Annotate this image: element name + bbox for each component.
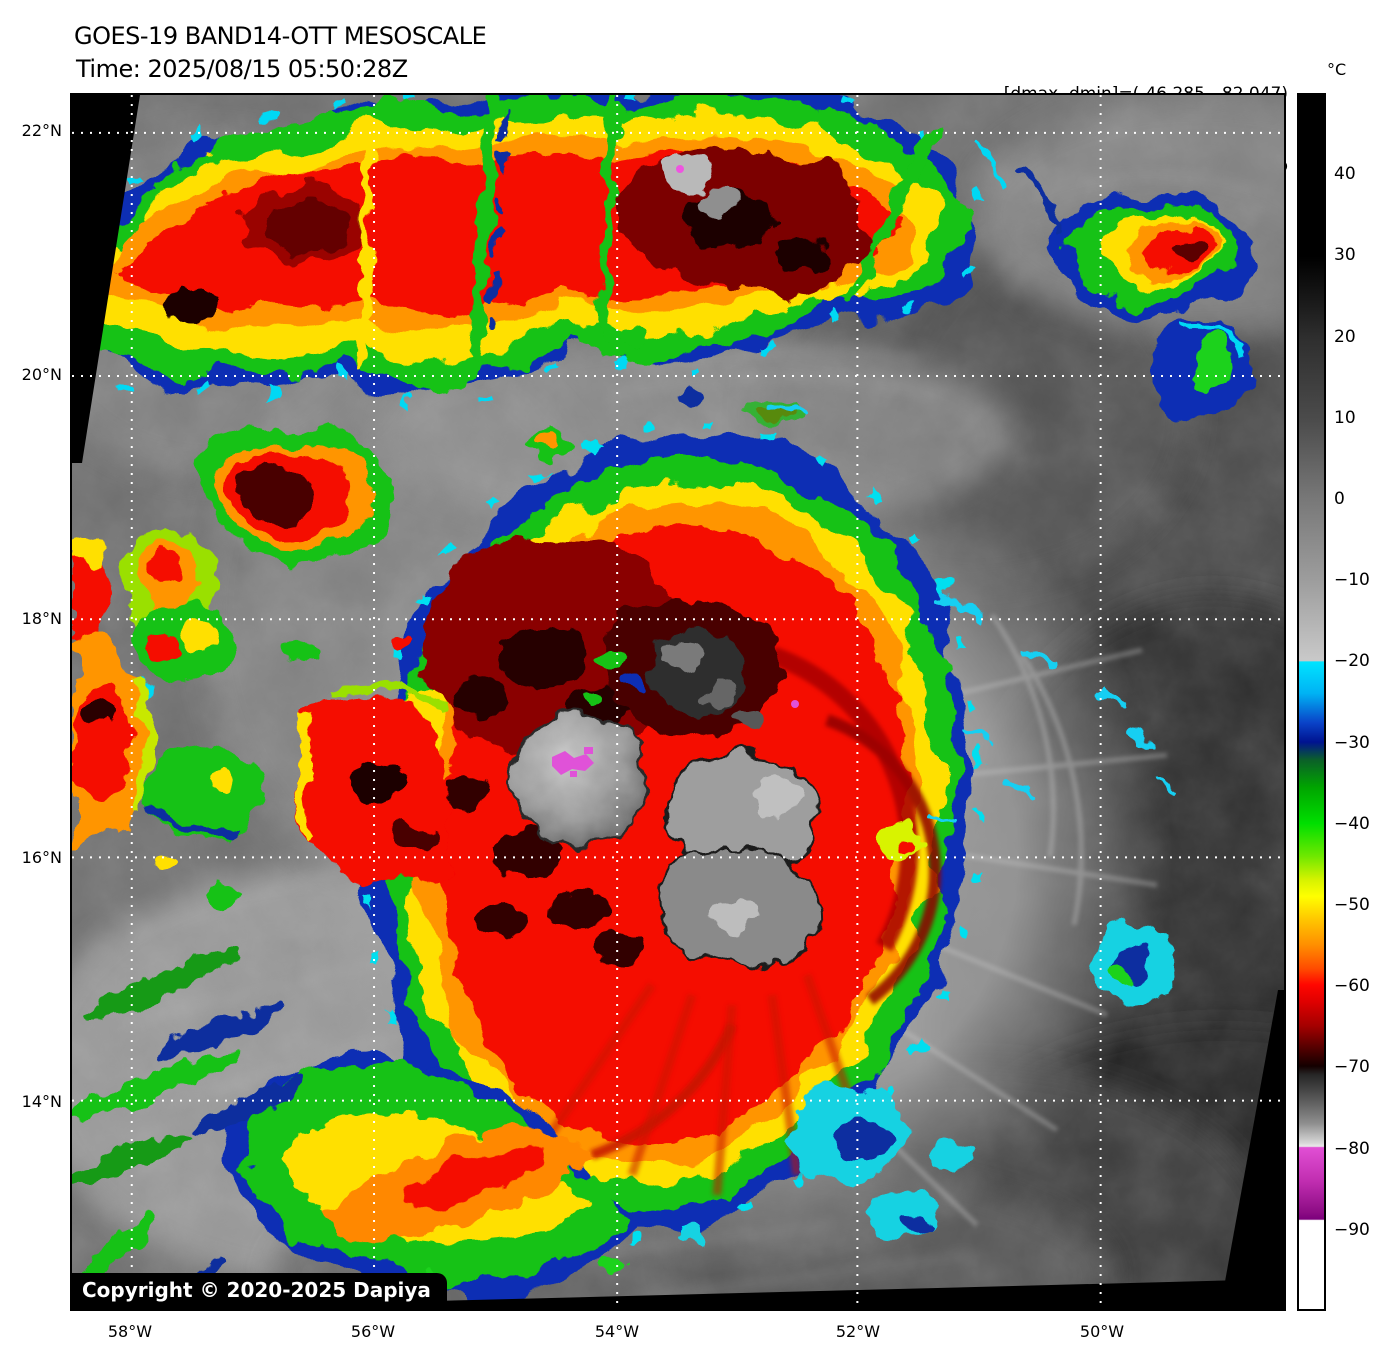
coldest-pixel-magenta-speckles: [552, 700, 799, 777]
eastern-cyan-flecks: [769, 400, 1179, 1008]
northeast-cell: [975, 138, 1255, 419]
lat-tick-label: 20°N: [21, 364, 62, 384]
timestamp: Time: 2025/08/15 05:50:28Z: [76, 55, 408, 83]
colorbar-tick-label: −70: [1334, 1057, 1370, 1078]
colorbar-tick-label: 20: [1334, 326, 1356, 347]
colorbar-tick-label: −50: [1334, 895, 1370, 915]
lat-tick-label: 16°N: [21, 847, 62, 867]
colorbar-tick-label: −20: [1334, 651, 1370, 672]
northern-convective-band: [72, 95, 985, 405]
scan-edge-wedges: [72, 95, 1284, 1309]
lon-tick-label: 56°W: [350, 1322, 396, 1341]
colorbar-tick-label: 10: [1334, 407, 1356, 428]
lon-tick-label: 58°W: [107, 1322, 153, 1341]
lat-tick-label: 14°N: [21, 1091, 62, 1111]
colorbar-tick-label: −40: [1334, 813, 1370, 834]
page-title: GOES-19 BAND14-OTT MESOSCALE: [74, 22, 487, 50]
lat-tick-label: 18°N: [21, 608, 62, 628]
lon-tick-label: 54°W: [594, 1322, 640, 1341]
colorbar-tick-label: −10: [1334, 570, 1370, 591]
colorbar-tick-label: 30: [1334, 245, 1356, 266]
satellite-image: [72, 95, 1284, 1309]
lon-tick-label: 52°W: [835, 1322, 881, 1341]
lat-tick-label: 22°N: [21, 121, 62, 140]
hurricane-erin: [365, 425, 980, 1237]
colorbar-tick-label: −80: [1334, 1138, 1370, 1159]
western-scattered-cells: [72, 325, 928, 905]
colorbar-tick-label: −90: [1334, 1219, 1370, 1240]
southwest-tail-band: [72, 948, 972, 1309]
copyright-badge: Copyright © 2020-2025 Dapiya: [72, 1273, 447, 1309]
colorbar: [1297, 93, 1326, 1311]
lon-tick-label: 50°W: [1079, 1322, 1125, 1341]
colorbar-tick-label: −30: [1334, 732, 1370, 753]
colorbar-tick-label: 40: [1334, 164, 1356, 185]
colorbar-unit-label: °C: [1327, 60, 1347, 79]
colorbar-tick-label: −60: [1334, 976, 1370, 997]
gridlines: [72, 95, 1284, 1309]
satellite-map: Copyright © 2020-2025 Dapiya: [70, 93, 1286, 1311]
colorbar-tick-label: 0: [1334, 489, 1345, 509]
